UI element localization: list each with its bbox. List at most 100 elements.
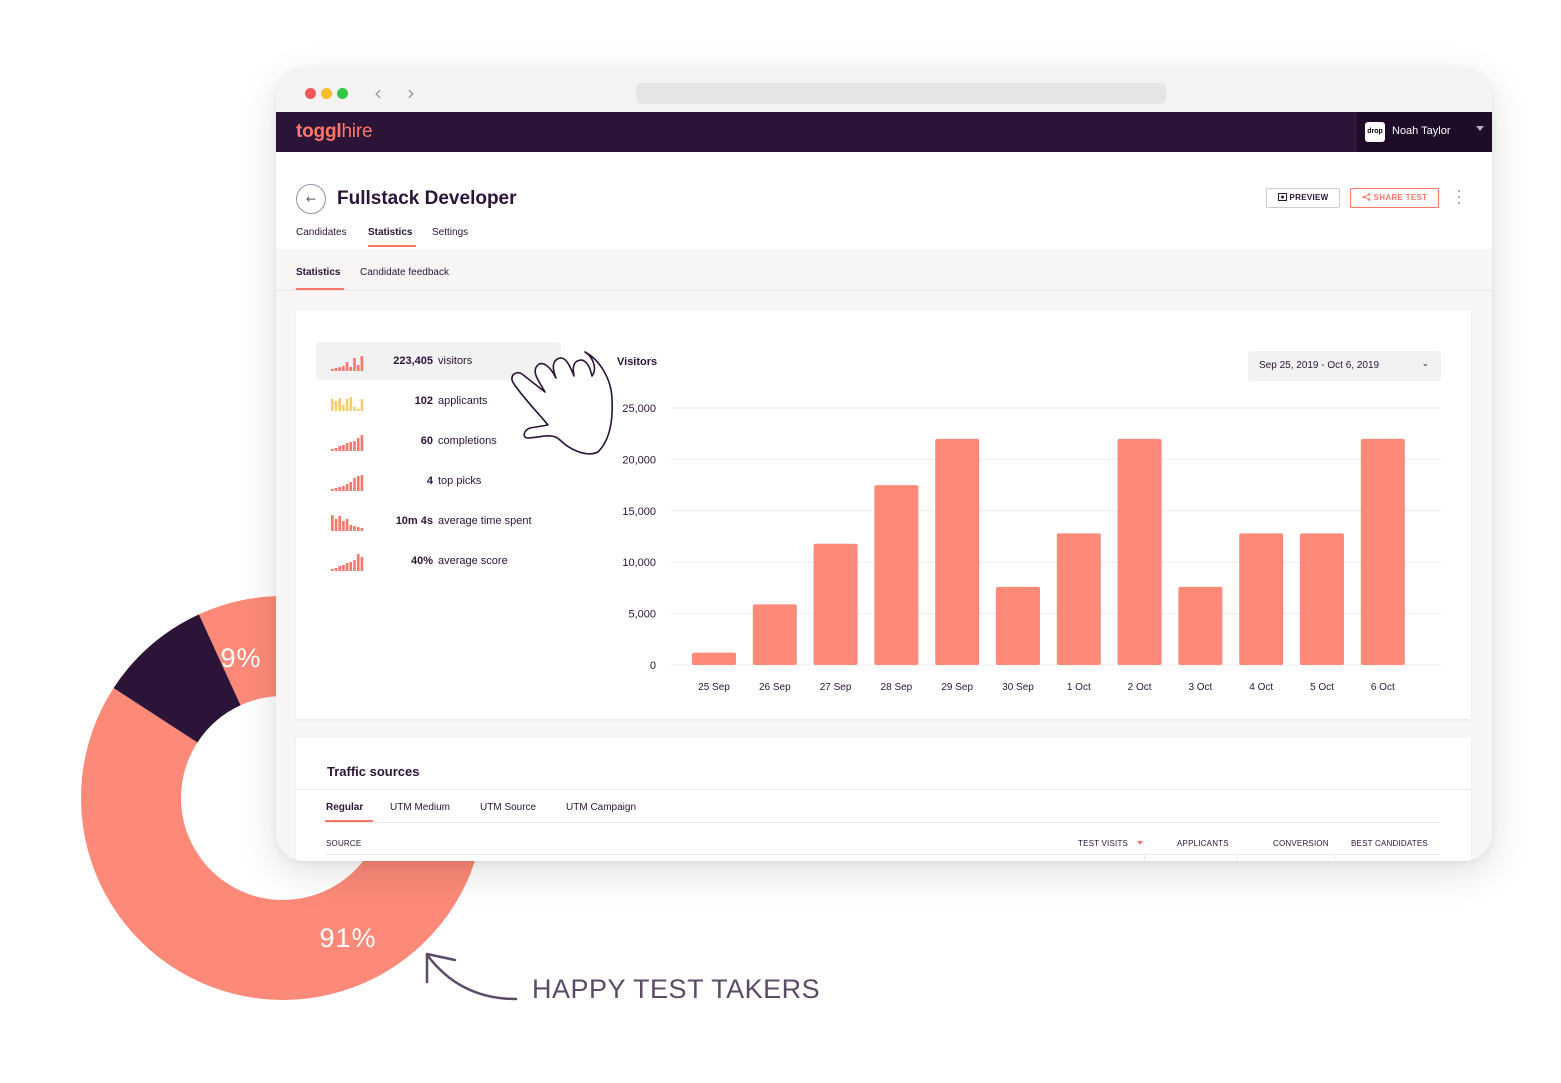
column-header-test-visits[interactable]: TEST VISITS (1078, 839, 1129, 848)
bar-2-oct[interactable] (1117, 438, 1162, 665)
user-menu[interactable]: drop Noah Taylor (1357, 112, 1492, 152)
traffic-sources-title: Traffic sources (327, 764, 420, 779)
sparkline-bar (349, 442, 353, 451)
sparkline-icon (331, 554, 364, 571)
tab-utm-source[interactable]: UTM Source (480, 802, 537, 813)
tab-settings[interactable]: Settings (432, 227, 469, 238)
x-tick-label: 27 Sep (820, 682, 852, 693)
column-header-conversion[interactable]: CONVERSION (1273, 839, 1329, 848)
metric-average-time[interactable]: 10m 4s average time spent (316, 502, 561, 540)
page-title: Fullstack Developer (337, 188, 517, 209)
metric-label: average time spent (438, 515, 532, 527)
metric-average-score[interactable]: 40% average score (316, 542, 561, 580)
date-range-value: Sep 25, 2019 - Oct 6, 2019 (1259, 360, 1380, 371)
back-button[interactable]: ← (296, 184, 326, 214)
metric-label: applicants (438, 395, 488, 407)
more-options-icon[interactable]: · · · (1456, 184, 1462, 212)
arrow-left-icon: ← (305, 192, 317, 206)
subtab-candidate-feedback[interactable]: Candidate feedback (360, 267, 449, 278)
sparkline-bar (345, 399, 349, 411)
y-tick-label: 10,000 (622, 557, 656, 569)
bar-30-sep[interactable] (996, 586, 1040, 665)
x-tick-label: 1 Oct (1067, 682, 1091, 693)
sparkline-bar (334, 568, 338, 571)
sparkline-bar (353, 441, 356, 451)
sparkline-bar (360, 528, 364, 531)
active-tab-indicator (325, 820, 373, 822)
sub-navigation: Statistics Candidate feedback (276, 249, 1492, 291)
column-separator (1237, 854, 1238, 861)
metric-value: 60 (420, 435, 433, 447)
column-header-best-candidates[interactable]: BEST CANDIDATES (1351, 839, 1428, 848)
user-name: Noah Taylor (1392, 125, 1451, 137)
sparkline-bar (360, 475, 364, 491)
x-tick-label: 2 Oct (1128, 682, 1152, 693)
sparkline-bar (342, 565, 345, 571)
bar-5-oct[interactable] (1300, 533, 1344, 665)
x-tick-label: 30 Sep (1002, 682, 1034, 693)
divider (296, 789, 1471, 790)
traffic-sources-card: Traffic sources Regular UTM Medium UTM S… (296, 738, 1471, 861)
y-tick-label: 0 (650, 660, 656, 672)
x-tick-label: 6 Oct (1371, 682, 1395, 693)
page-header: ← Fullstack Developer PREVIEW SHARE TEST… (276, 152, 1492, 249)
date-range-select[interactable]: Sep 25, 2019 - Oct 6, 2019 ⌄ (1248, 351, 1441, 381)
share-icon (1362, 193, 1370, 201)
sparkline-bar (356, 438, 360, 451)
subtab-statistics[interactable]: Statistics (296, 267, 341, 278)
metric-completions[interactable]: 60 completions (316, 422, 561, 460)
sparkline-bar (356, 554, 360, 571)
donut-label-91: 91% (319, 923, 376, 953)
url-bar[interactable] (636, 83, 1166, 104)
sparkline-bar (338, 566, 341, 571)
bar-1-oct[interactable] (1056, 533, 1101, 665)
sort-desc-icon[interactable] (1137, 841, 1143, 845)
sparkline-bar (345, 563, 349, 571)
minimize-window-dot[interactable] (321, 88, 332, 99)
tab-utm-medium[interactable]: UTM Medium (390, 802, 451, 813)
metric-visitors[interactable]: 223,405 visitors (316, 342, 561, 380)
share-test-button[interactable]: SHARE TEST (1350, 188, 1439, 208)
tab-candidates[interactable]: Candidates (296, 227, 347, 238)
column-header-applicants[interactable]: APPLICANTS (1177, 839, 1229, 848)
sparkline-bar (349, 482, 353, 491)
bar-28-sep[interactable] (874, 485, 919, 665)
maximize-window-dot[interactable] (337, 88, 348, 99)
chart-title: Visitors (617, 356, 657, 368)
sparkline-bar (331, 515, 334, 531)
sparkline-bar (345, 519, 349, 531)
sparkline-bar (349, 397, 353, 411)
sparkline-icon (331, 435, 364, 451)
metric-value: 4 (426, 475, 433, 487)
bar-25-sep[interactable] (692, 652, 736, 665)
tab-utm-campaign[interactable]: UTM Campaign (566, 802, 637, 813)
x-tick-label: 25 Sep (698, 682, 730, 693)
bar-29-sep[interactable] (935, 438, 980, 665)
tab-statistics[interactable]: Statistics (368, 227, 413, 238)
back-nav-icon[interactable]: ‹ (374, 81, 382, 105)
close-window-dot[interactable] (305, 88, 316, 99)
tab-regular[interactable]: Regular (326, 802, 364, 813)
metric-applicants[interactable]: 102 applicants (316, 382, 561, 420)
metric-value: 223,405 (393, 355, 433, 367)
bar-3-oct[interactable] (1178, 586, 1223, 665)
sparkline-bar (345, 443, 349, 451)
metric-top-picks[interactable]: 4 top picks (316, 462, 561, 500)
bar-26-sep[interactable] (752, 604, 797, 665)
column-header-source[interactable]: SOURCE (326, 839, 362, 848)
sparkline-bar (331, 399, 334, 411)
bar-4-oct[interactable] (1239, 533, 1284, 665)
active-tab-indicator (368, 245, 416, 247)
sparkline-bar (353, 526, 356, 531)
preview-button[interactable]: PREVIEW (1266, 188, 1340, 208)
chevron-down-icon (1476, 126, 1484, 131)
active-subtab-indicator (296, 288, 344, 290)
bar-27-sep[interactable] (813, 543, 858, 665)
sparkline-bar (356, 365, 360, 371)
x-tick-label: 29 Sep (941, 682, 973, 693)
toggl-hire-logo[interactable]: togglhire (296, 121, 373, 142)
bar-6-oct[interactable] (1360, 438, 1405, 665)
sparkline-bar (342, 486, 345, 491)
forward-nav-icon[interactable]: › (407, 81, 415, 105)
metric-label: top picks (438, 475, 482, 487)
